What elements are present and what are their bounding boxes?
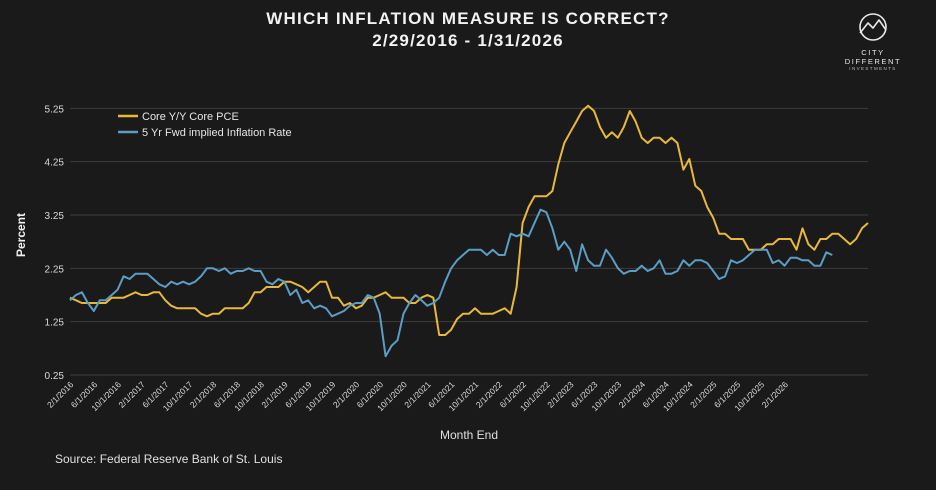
chart-title: WHICH INFLATION MEASURE IS CORRECT? 2/29… <box>0 8 936 52</box>
x-tick-label: 2/1/2026 <box>760 379 791 410</box>
series-line-core-pce <box>69 104 869 336</box>
chart-title-line2: 2/29/2016 - 1/31/2026 <box>372 31 564 50</box>
y-tick-label: 4.25 <box>45 158 65 169</box>
chart-title-line1: WHICH INFLATION MEASURE IS CORRECT? <box>266 9 670 28</box>
logo-subtitle: INVESTMENTS <box>849 66 897 71</box>
y-tick-label: 1.25 <box>45 318 65 329</box>
y-tick-label: 3.25 <box>45 211 65 222</box>
company-logo: CITY DIFFERENT INVESTMENTS <box>836 12 910 71</box>
logo-name: CITY DIFFERENT <box>844 48 902 66</box>
legend-label: Core Y/Y Core PCE <box>142 111 239 123</box>
mountain-logo-icon <box>859 13 887 41</box>
y-tick-label: 0.25 <box>45 371 65 382</box>
y-tick-label: 2.25 <box>45 264 65 275</box>
legend-label: 5 Yr Fwd implied Inflation Rate <box>142 127 292 139</box>
series-line-fwd-inflation <box>69 208 833 358</box>
y-tick-label: 5.25 <box>45 104 65 115</box>
source-note: Source: Federal Reserve Bank of St. Loui… <box>55 452 283 466</box>
y-axis-label: Percent <box>14 213 28 257</box>
x-axis-label: Month End <box>440 428 498 442</box>
